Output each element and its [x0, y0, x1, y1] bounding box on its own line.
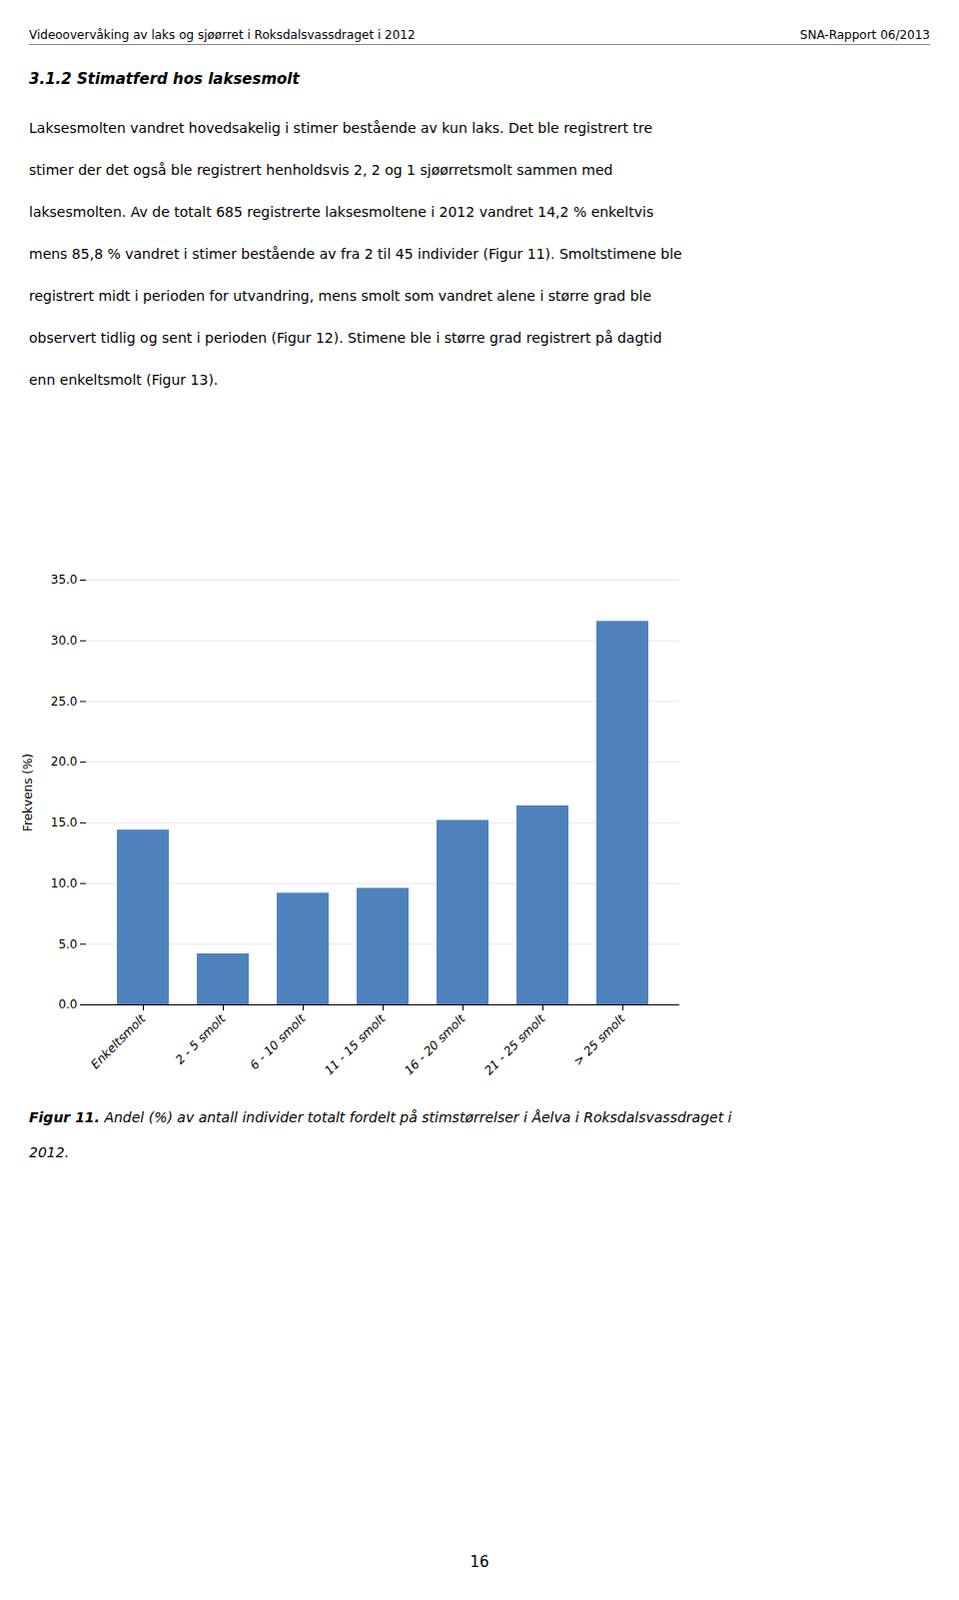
svg-text:> 25 smolt: > 25 smolt [571, 1009, 630, 1068]
svg-text:2 - 5 smolt: 2 - 5 smolt [172, 1009, 229, 1066]
html-text:Videoovervåking av laks og sjø: Videoovervåking av laks og sjøørret i Ro… [28, 27, 416, 42]
html-text:laksesmolten. Av de totalt 685: laksesmolten. Av de totalt 685 registrer… [28, 203, 654, 220]
html-text:stimer der det også ble regist: stimer der det også ble registrert henho… [28, 161, 613, 178]
svg-text:30.0: 30.0 [50, 633, 78, 648]
html-text:enn enkeltsmolt (Figur 13).: enn enkeltsmolt (Figur 13). [28, 371, 219, 388]
svg-text:11 - 15 smolt: 11 - 15 smolt [321, 1009, 389, 1077]
html-text:registrert midt i perioden for: registrert midt i perioden for utvandrin… [28, 287, 652, 304]
html-text:3.1.2 Stimatferd hos laksesmol: 3.1.2 Stimatferd hos laksesmolt [28, 69, 300, 88]
html-text:observert tidlig og sent i per: observert tidlig og sent i perioden (Fig… [28, 329, 662, 346]
svg-text:35.0: 35.0 [50, 572, 78, 587]
svg-text:25.0: 25.0 [50, 694, 78, 709]
svg-text:5.0: 5.0 [57, 937, 77, 952]
svg-text:21 - 25 smolt: 21 - 25 smolt [481, 1009, 549, 1077]
svg-text:0.0: 0.0 [57, 996, 77, 1011]
svg-text:15.0: 15.0 [50, 815, 78, 830]
html-text:16: 16 [470, 1552, 489, 1571]
html-text:mens 85,8 % vandret i stimer b: mens 85,8 % vandret i stimer bestående a… [28, 245, 682, 262]
svg-text:Frekvens (%): Frekvens (%) [20, 753, 35, 832]
svg-text:16 - 20 smolt: 16 - 20 smolt [401, 1009, 469, 1077]
svg-text:10.0: 10.0 [50, 876, 78, 891]
svg-text:6 - 10 smolt: 6 - 10 smolt [247, 1009, 310, 1072]
svg-text:Enkeltsmolt: Enkeltsmolt [87, 1009, 149, 1071]
html-text:2012.: 2012. [28, 1143, 70, 1160]
html-text:SNA-Rapport 06/2013: SNA-Rapport 06/2013 [799, 27, 931, 42]
html-text:Figur 11. Andel (%) av antall: Figur 11. Andel (%) av antall individer … [28, 1108, 732, 1125]
svg-text:20.0: 20.0 [50, 754, 78, 769]
html-text:Laksesmolten vandret hovedsake: Laksesmolten vandret hovedsakelig i stim… [28, 119, 653, 136]
